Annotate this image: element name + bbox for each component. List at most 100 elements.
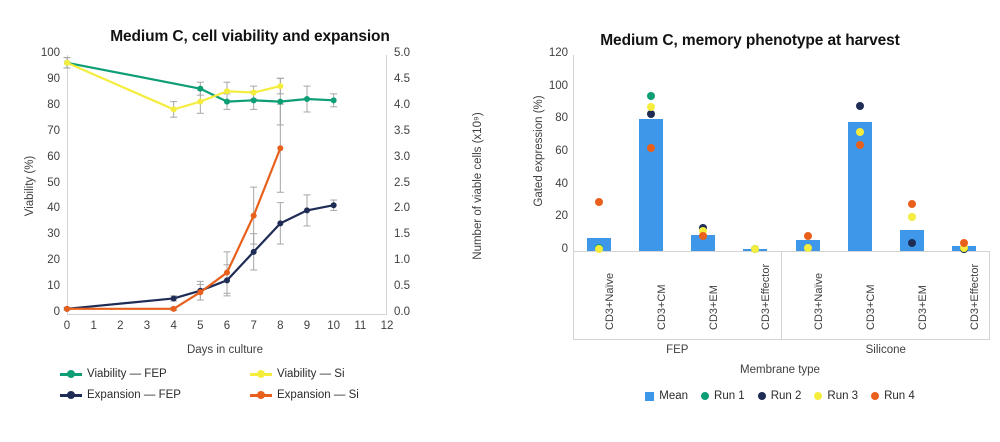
point-run-3-cd3-na-ve: [803, 243, 812, 252]
series-marker: [250, 89, 257, 96]
left-y-tick-90: 90: [47, 72, 60, 85]
series-marker: [250, 97, 257, 104]
legend-item-mean[interactable]: Mean: [645, 390, 688, 402]
point-run-2-cd3-em: [907, 238, 916, 247]
group-separator-end: [989, 251, 990, 339]
point-run-4-cd3-cm: [855, 140, 864, 149]
left-x-axis-title: Days in culture: [186, 344, 264, 356]
series-marker: [224, 98, 230, 105]
category-label-6: CD3+EM: [916, 285, 929, 330]
left-y-tick-30: 30: [47, 228, 60, 241]
series-marker: [304, 207, 310, 214]
right-y-tick-60: 60: [555, 145, 568, 157]
legend-label: Expansion — Si: [277, 389, 359, 401]
right-y-tick-0: 0: [561, 243, 568, 255]
group-label-fep: FEP: [666, 344, 689, 356]
series-marker: [170, 305, 177, 312]
point-run-3-cd3-effector: [751, 245, 760, 254]
group-separator-start: [573, 251, 574, 339]
left-x-tick-1: 1: [90, 320, 97, 332]
right-axis-spine: [386, 55, 387, 314]
right-y-tick-1.5: 1.5: [394, 228, 410, 241]
group-label-silicone: Silicone: [865, 344, 906, 356]
series-marker: [330, 202, 337, 209]
legend-line-marker: [250, 370, 272, 378]
point-run-4-cd3-em: [699, 232, 708, 241]
legend-item-run-4[interactable]: Run 4: [871, 390, 915, 402]
legend-item-expansion-si[interactable]: Expansion — Si: [250, 389, 440, 401]
right-y-tick-2.5: 2.5: [394, 176, 410, 189]
legend-item-viability-si[interactable]: Viability — Si: [250, 368, 440, 380]
right-y-tick-4.0: 4.0: [394, 98, 410, 111]
point-run-3-cd3-em: [907, 212, 916, 221]
left-x-tick-5: 5: [197, 320, 204, 332]
left-x-tick-8: 8: [277, 320, 284, 332]
legend-square-marker: [645, 391, 655, 401]
legend-item-run-1[interactable]: Run 1: [701, 390, 745, 402]
legend-label: Expansion — FEP: [87, 389, 181, 401]
point-run-4-cd3-em: [907, 199, 916, 208]
left-y-tick-70: 70: [47, 124, 60, 137]
right-y-tick-2.0: 2.0: [394, 202, 410, 215]
series-marker: [277, 83, 284, 90]
series-line-3: [65, 147, 282, 310]
legend-item-run-2[interactable]: Run 2: [757, 390, 801, 402]
right-y-tick-40: 40: [555, 177, 568, 190]
legend-label: Run 3: [827, 390, 859, 402]
left-x-axis-spine: [67, 314, 387, 315]
legend-line-marker: [250, 391, 272, 399]
series-line-1: [65, 61, 282, 111]
left-x-tick-0: 0: [63, 320, 71, 332]
series-marker: [277, 145, 284, 152]
series-marker: [224, 277, 230, 284]
left-chart-plot: [63, 57, 338, 312]
category-label-7: CD3+Effector: [968, 263, 981, 330]
right-chart-panel: Medium C, memory phenotype at harvest Ga…: [500, 0, 1000, 442]
category-label-0: CD3+Naïve: [604, 272, 617, 330]
category-label-2: CD3+EM: [708, 285, 721, 330]
bar-fep-cd3-em[interactable]: [691, 234, 716, 251]
series-marker: [277, 98, 284, 105]
right-y-tick-100: 100: [548, 79, 568, 92]
left-y-tick-0: 0: [53, 306, 60, 318]
left-x-tick-10: 10: [327, 320, 341, 332]
point-run-2-cd3-cm: [647, 109, 656, 118]
left-x-tick-2: 2: [117, 320, 124, 332]
left-x-tick-6: 6: [223, 320, 231, 332]
series-marker: [304, 96, 310, 103]
left-chart-legend: Viability — FEP Viability — Si Expansion —…: [60, 368, 440, 410]
left-x-tick-4: 4: [170, 320, 177, 332]
series-marker: [330, 97, 337, 104]
point-run-3-cd3-na-ve: [595, 245, 604, 254]
legend-line-marker: [60, 370, 82, 378]
series-marker: [170, 106, 177, 113]
legend-dot-marker: [814, 392, 823, 400]
series-marker: [250, 248, 257, 255]
category-label-4: CD3+Naïve: [812, 272, 825, 330]
left-x-tick-9: 9: [303, 320, 311, 332]
legend-dot-marker: [757, 392, 766, 400]
left-y-tick-50: 50: [47, 176, 60, 189]
series-marker: [197, 98, 204, 105]
right-panel-y-spine: [573, 55, 574, 251]
category-label-1: CD3+CM: [656, 284, 669, 330]
point-run-1-cd3-cm: [647, 91, 656, 100]
left-chart-panel: Medium C, cell viability and expansion V…: [24, 28, 484, 410]
bar-fep-cd3-cm[interactable]: [639, 118, 664, 251]
left-y-tick-20: 20: [47, 254, 60, 267]
right-y-tick-0.0: 0.0: [394, 306, 410, 318]
legend-item-run-3[interactable]: Run 3: [814, 390, 858, 402]
point-run-3-cd3-cm: [647, 103, 656, 112]
legend-label: Run 4: [884, 390, 915, 402]
series-marker: [224, 88, 230, 95]
left-y-tick-100: 100: [40, 47, 60, 59]
right-y-tick-5.0: 5.0: [394, 47, 410, 59]
legend-item-expansion-fep[interactable]: Expansion — FEP: [60, 389, 250, 401]
right-y-tick-3.0: 3.0: [394, 150, 410, 163]
right-y-tick-0.5: 0.5: [394, 280, 410, 293]
legend-item-viability-fep[interactable]: Viability — FEP: [60, 368, 250, 380]
left-y-tick-40: 40: [47, 202, 60, 215]
point-run-3-cd3-effector: [959, 243, 968, 252]
left-chart-title: Medium C, cell viability and expansion: [110, 28, 390, 45]
point-run-3-cd3-em: [699, 227, 708, 236]
